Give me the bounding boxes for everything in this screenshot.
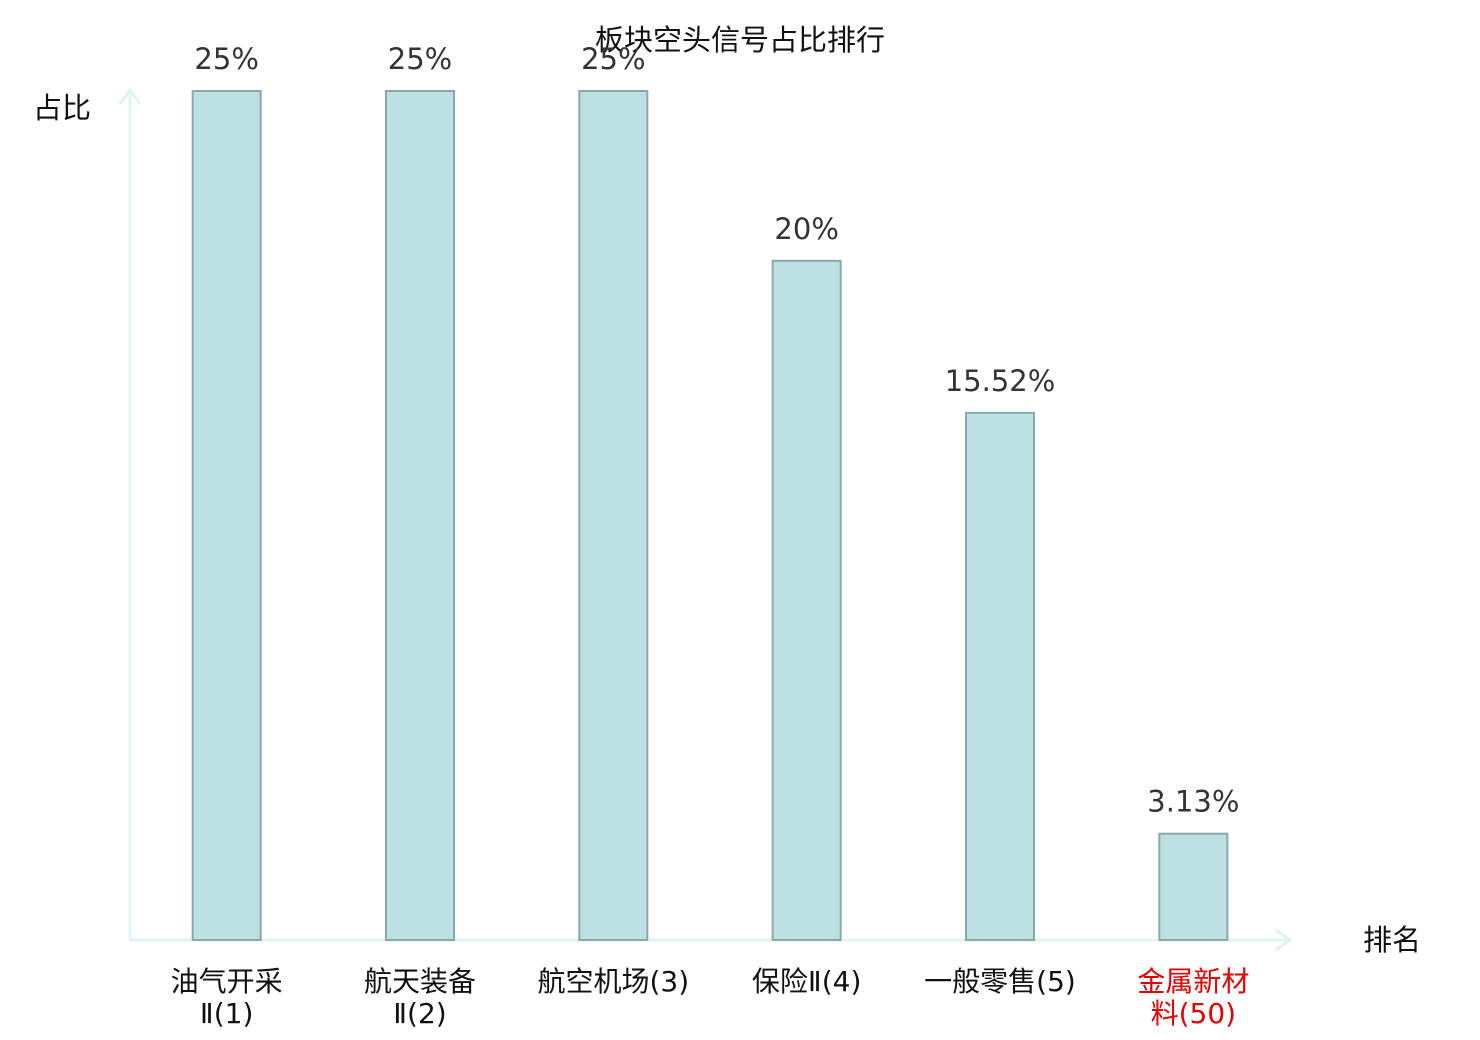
value-label: 3.13% <box>1147 785 1239 819</box>
chart-title: 板块空头信号占比排行 <box>595 23 885 57</box>
x-tick-label: 航空机场(3) <box>537 965 690 998</box>
bar <box>578 90 649 941</box>
x-tick-label: 油气开采 Ⅱ(1) <box>170 965 283 1030</box>
bar <box>385 90 455 941</box>
x-axis-label: 排名 <box>1363 923 1421 957</box>
value-label: 25% <box>194 42 258 76</box>
x-tick-label: 一般零售(5) <box>924 965 1076 998</box>
x-tick-label: 金属新材 料(50) <box>1137 965 1250 1030</box>
x-tick-label: 航天装备 Ⅱ(2) <box>363 965 476 1030</box>
bar <box>1158 832 1229 941</box>
value-label: 25% <box>581 42 645 76</box>
value-label: 15.52% <box>945 364 1056 398</box>
bar <box>965 411 1035 941</box>
bar <box>771 259 842 941</box>
y-axis-label: 占比 <box>33 91 91 125</box>
value-label: 25% <box>388 42 452 76</box>
value-label: 20% <box>774 212 838 246</box>
bar <box>191 90 262 941</box>
x-tick-label: 保险Ⅱ(4) <box>751 965 862 998</box>
axes <box>118 87 1293 952</box>
